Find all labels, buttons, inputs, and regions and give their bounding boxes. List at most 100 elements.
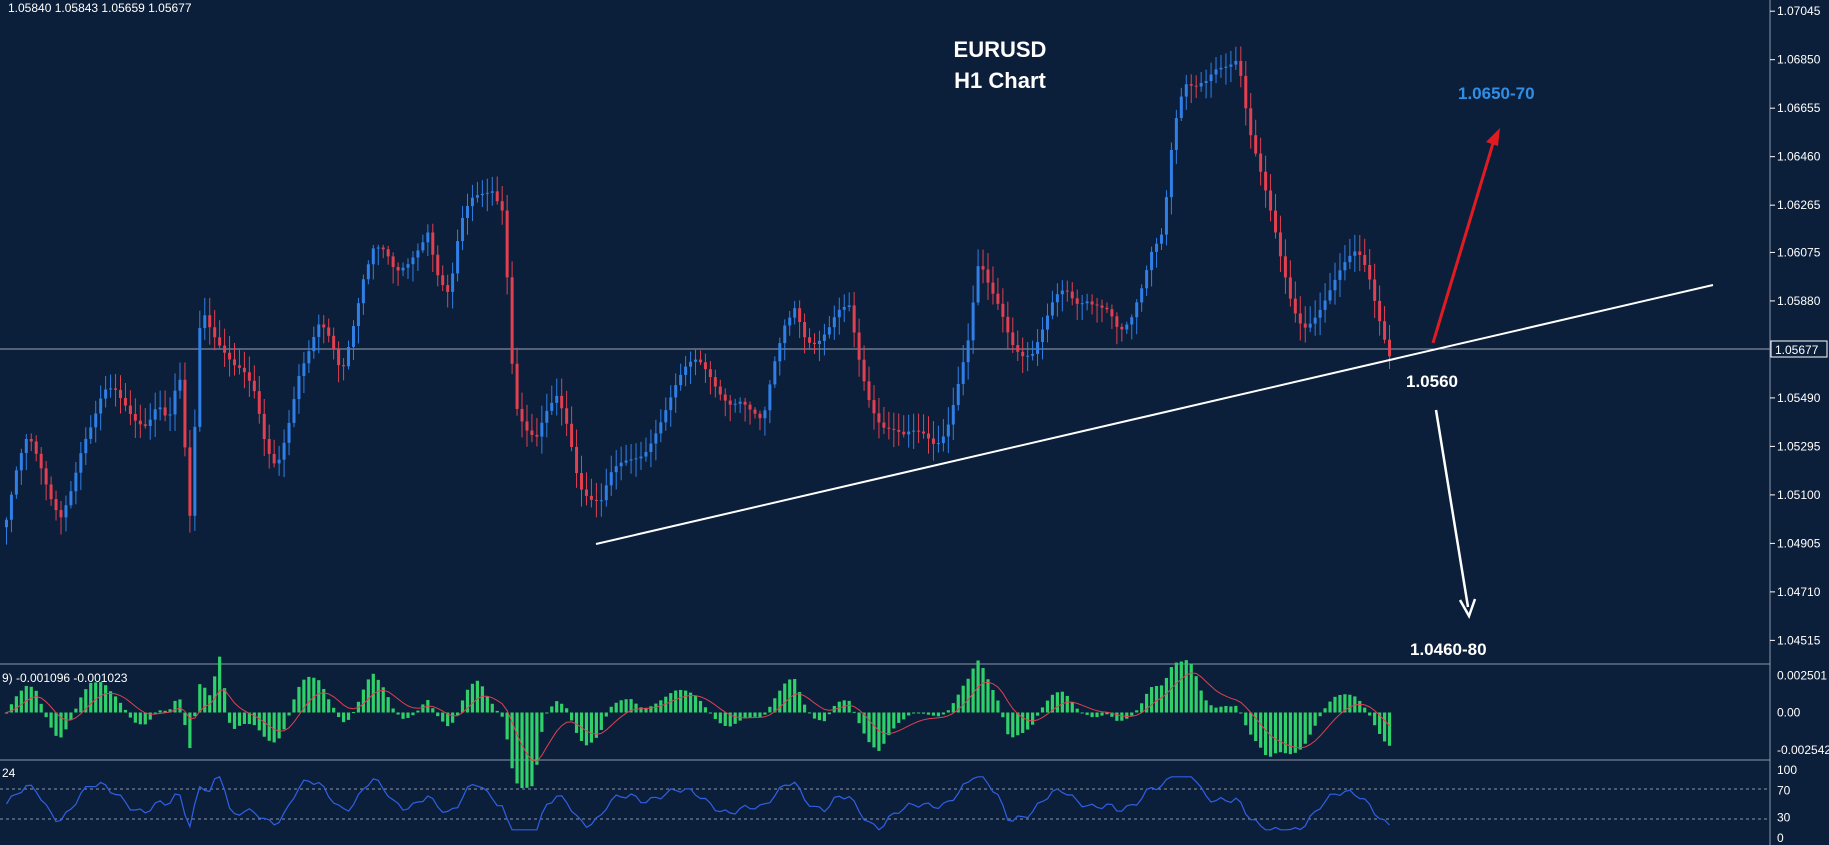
macd-bar bbox=[480, 686, 484, 713]
macd-bar bbox=[322, 688, 326, 713]
up-arrow-head bbox=[1486, 128, 1500, 146]
down-arrow-line bbox=[1434, 409, 1470, 608]
candle-body bbox=[788, 317, 792, 326]
candle-body bbox=[966, 340, 970, 363]
macd-bar bbox=[560, 703, 564, 713]
macd-bar bbox=[9, 704, 14, 713]
candle-body bbox=[1026, 355, 1030, 357]
macd-bar bbox=[500, 712, 504, 717]
candle-body bbox=[723, 394, 727, 401]
candle-body bbox=[1224, 66, 1228, 68]
macd-bar bbox=[1273, 712, 1278, 754]
macd-bar bbox=[1021, 712, 1025, 734]
macd-bar bbox=[178, 699, 182, 713]
candle-body bbox=[589, 495, 593, 500]
candle-body bbox=[1090, 301, 1094, 305]
candle-body bbox=[133, 414, 137, 421]
candle-body bbox=[1288, 277, 1292, 299]
macd-bar bbox=[213, 676, 217, 713]
macd-bar bbox=[887, 712, 891, 736]
candle-body bbox=[748, 404, 752, 410]
candle-body bbox=[867, 381, 871, 401]
macd-bar bbox=[1045, 700, 1050, 713]
macd-bar bbox=[1199, 690, 1203, 713]
candle-body bbox=[510, 277, 514, 364]
macd-bar bbox=[74, 708, 78, 713]
macd-bar bbox=[19, 690, 23, 713]
macd-bar bbox=[1001, 712, 1005, 718]
candle-body bbox=[535, 434, 539, 437]
macd-bar bbox=[907, 712, 911, 716]
candle-body bbox=[882, 422, 886, 428]
candle-body bbox=[1041, 329, 1045, 343]
macd-bar bbox=[411, 712, 415, 716]
candle-body bbox=[698, 359, 702, 363]
macd-bar bbox=[510, 712, 514, 769]
macd-bar bbox=[1298, 712, 1302, 750]
candle-body bbox=[247, 372, 251, 381]
macd-bar bbox=[222, 688, 227, 713]
candle-body bbox=[99, 398, 103, 414]
candle-body bbox=[1070, 291, 1074, 299]
candle-body bbox=[500, 201, 504, 211]
candle-body bbox=[480, 193, 484, 196]
candle-body bbox=[1145, 270, 1149, 289]
macd-bar bbox=[470, 683, 475, 713]
macd-bar bbox=[460, 700, 465, 713]
candle-body bbox=[1338, 270, 1342, 280]
macd-bar bbox=[688, 692, 693, 713]
price-tick-label: 1.06460 bbox=[1777, 150, 1821, 164]
candle-body bbox=[183, 379, 187, 448]
macd-bar bbox=[827, 712, 831, 715]
macd-bar bbox=[1254, 712, 1258, 742]
candle-body bbox=[317, 324, 321, 337]
macd-bar bbox=[812, 712, 817, 719]
macd-bar bbox=[371, 673, 375, 713]
macd-bar bbox=[361, 689, 365, 713]
macd-bar bbox=[862, 712, 866, 734]
candle-body bbox=[798, 308, 802, 323]
macd-bar bbox=[609, 706, 613, 713]
macd-bar bbox=[793, 678, 797, 713]
candle-body bbox=[808, 337, 812, 343]
candle-body bbox=[19, 453, 23, 471]
macd-bar bbox=[54, 712, 58, 736]
macd-bar bbox=[1283, 712, 1288, 754]
candle-body bbox=[366, 264, 370, 280]
macd-bar bbox=[654, 703, 658, 713]
macd-bar bbox=[1387, 712, 1392, 746]
macd-bar bbox=[778, 690, 782, 713]
macd-bar bbox=[128, 712, 133, 718]
candle-body bbox=[1021, 351, 1025, 357]
candle-body bbox=[639, 456, 643, 459]
candle-body bbox=[922, 431, 926, 434]
candle-body bbox=[118, 389, 122, 399]
candle-body bbox=[555, 395, 559, 403]
macd-bar bbox=[728, 712, 732, 727]
macd-bar bbox=[1313, 712, 1317, 726]
price-tick-label: 1.04905 bbox=[1777, 536, 1821, 550]
macd-bar bbox=[902, 712, 906, 720]
macd-bar bbox=[1120, 712, 1124, 721]
candle-body bbox=[401, 267, 405, 271]
macd-bar bbox=[242, 712, 247, 724]
candle-body bbox=[1383, 321, 1387, 340]
macd-bar bbox=[921, 712, 926, 714]
macd-bar bbox=[1263, 712, 1268, 756]
candle-body bbox=[1055, 294, 1059, 303]
macd-bar bbox=[723, 712, 727, 726]
macd-bar bbox=[297, 686, 301, 713]
macd-bar bbox=[807, 712, 812, 714]
rsi-tick-label: 30 bbox=[1777, 811, 1791, 825]
candle-body bbox=[490, 191, 494, 193]
macd-bar bbox=[94, 682, 98, 713]
candle-body bbox=[391, 256, 395, 267]
candle-body bbox=[738, 401, 742, 404]
macd-bar bbox=[594, 712, 598, 738]
macd-tick-label: 0.00 bbox=[1777, 706, 1801, 720]
macd-bar bbox=[1140, 703, 1144, 713]
macd-bar bbox=[198, 684, 202, 713]
macd-bar bbox=[386, 697, 390, 713]
candle-body bbox=[703, 362, 707, 370]
candle-body bbox=[233, 359, 237, 366]
